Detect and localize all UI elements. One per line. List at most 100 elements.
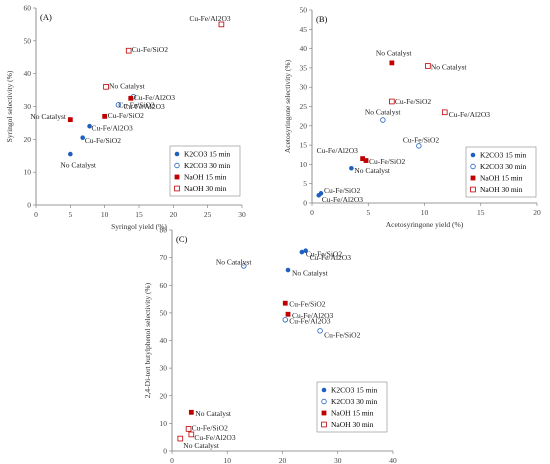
point-annotation: Cu-Fe/SiO2 bbox=[306, 250, 343, 259]
data-point-circle bbox=[317, 328, 323, 334]
x-tick-label: 0 bbox=[34, 210, 38, 219]
legend-marker bbox=[174, 162, 180, 169]
series-naoh-15-min: No Catalyst Cu-Fe/Al2O3 Cu-Fe/SiO2 bbox=[317, 48, 413, 166]
point-annotation: No Catalyst bbox=[216, 257, 253, 266]
data-point-square bbox=[282, 300, 288, 306]
data-point-dot bbox=[87, 123, 92, 129]
point-annotation: Cu-Fe/SiO2 bbox=[369, 157, 406, 166]
legend-entry: K2CO3 30 min bbox=[480, 162, 527, 171]
point-annotation: Cu-Fe/Al2O3 bbox=[292, 311, 334, 320]
x-tick-label: 20 bbox=[533, 208, 541, 217]
legend-marker bbox=[174, 151, 180, 157]
point-annotation: No Catalyst bbox=[292, 269, 329, 278]
point-annotation: No Catalyst bbox=[365, 108, 402, 117]
point-annotation: No Catalyst bbox=[195, 409, 232, 418]
y-tick-label: 25 bbox=[300, 102, 308, 111]
y-tick-label: 50 bbox=[300, 6, 308, 15]
y-axis-title: Acetosyringone selectivity (%) bbox=[283, 59, 292, 153]
point-annotation: Cu-Fe/Al2O3 bbox=[322, 195, 364, 204]
legend-marker bbox=[174, 174, 180, 180]
x-tick-label: 0 bbox=[170, 456, 174, 464]
data-point-dot bbox=[316, 192, 322, 198]
legend-box bbox=[465, 146, 537, 198]
point-annotation: Cu-Fe/SiO2 bbox=[192, 423, 229, 432]
x-tick-label: 30 bbox=[334, 456, 342, 464]
point-annotation: No Catalyst bbox=[183, 441, 220, 450]
legend-marker bbox=[321, 398, 327, 405]
point-annotation: No Catalyst bbox=[60, 161, 97, 170]
legend-entry: NaOH 30 min bbox=[331, 420, 374, 429]
y-tick-label: 20 bbox=[160, 391, 168, 400]
y-tick-label: 30 bbox=[300, 83, 308, 92]
data-point-square bbox=[285, 311, 291, 317]
chart-panel-2: 0 5 10 15 20 0 5 10 15 20 25 30 35 40 45 50 Acetosyringo… bbox=[283, 6, 541, 230]
legend-entry: NaOH 15 min bbox=[184, 173, 227, 182]
series-naoh-30-min: No Catalyst Cu-Fe/SiO2 Cu-Fe/Al2O3 bbox=[103, 14, 231, 90]
point-annotation: Cu-Fe/Al2O3 bbox=[124, 102, 166, 111]
chart-panel-1: 0 5 10 15 20 25 30 0 10 20 30 40 50 60 Syringol yield … bbox=[5, 4, 246, 232]
y-tick-label: 40 bbox=[160, 336, 168, 345]
y-tick-label: 0 bbox=[163, 447, 167, 456]
x-tick-label: 40 bbox=[389, 456, 397, 464]
legend-marker bbox=[470, 186, 476, 193]
legend-entry: K2CO3 30 min bbox=[331, 397, 378, 406]
y-axis-title: 2,4-Di-tert butylphenol selectivity (%) bbox=[143, 282, 152, 398]
point-annotation: Cu-Fe/Al2O3 bbox=[449, 110, 491, 119]
x-tick-label: 15 bbox=[477, 208, 485, 217]
point-annotation: Cu-Fe/SiO2 bbox=[132, 45, 169, 54]
data-point-square bbox=[363, 158, 369, 163]
legend-marker bbox=[470, 152, 476, 158]
y-tick-label: 35 bbox=[300, 63, 308, 72]
x-tick-label: 5 bbox=[68, 210, 72, 219]
data-point-square-outline bbox=[441, 109, 448, 116]
data-point-square-outline bbox=[125, 47, 132, 54]
x-tick-label: 10 bbox=[101, 210, 109, 219]
x-tick-label: 10 bbox=[421, 208, 429, 217]
y-tick-label: 30 bbox=[160, 364, 168, 373]
x-tick-label: 30 bbox=[238, 210, 246, 219]
point-annotation: Cu-Fe/Al2O3 bbox=[92, 124, 134, 133]
legend: K2CO3 15 min K2CO3 30 min NaOH 15 min NaOH … bbox=[465, 146, 537, 198]
point-annotation: No Catalyst bbox=[30, 112, 67, 121]
point-annotation: No Catalyst bbox=[354, 166, 391, 175]
data-point-square-outline bbox=[188, 431, 195, 438]
data-point-square-outline bbox=[177, 435, 184, 442]
point-annotation: Cu-Fe/Al2O3 bbox=[134, 93, 176, 102]
x-tick-label: 5 bbox=[366, 208, 370, 217]
point-annotation: Cu-Fe/Al2O3 bbox=[310, 253, 352, 262]
data-point-dot bbox=[68, 151, 73, 157]
legend-box bbox=[316, 381, 388, 433]
series-k2co3-15-min: No Catalyst Cu-Fe/SiO2 Cu-Fe/Al2O3 bbox=[60, 124, 133, 170]
point-annotation: Cu-Fe/SiO2 bbox=[108, 111, 145, 120]
legend-entry: NaOH 30 min bbox=[184, 184, 227, 193]
legend-box bbox=[169, 145, 241, 197]
data-point-dot bbox=[285, 267, 291, 273]
panel-label: (A) bbox=[40, 12, 52, 22]
data-point-circle bbox=[115, 102, 122, 108]
legend-marker bbox=[321, 421, 327, 428]
point-annotation: Cu-Fe/SiO2 bbox=[395, 97, 432, 106]
panel-label: (B) bbox=[316, 14, 328, 24]
y-tick-label: 30 bbox=[24, 102, 32, 111]
point-annotation: Cu-Fe/SiO2 bbox=[324, 186, 361, 195]
point-annotation: Cu-Fe/SiO2 bbox=[85, 136, 122, 145]
point-annotation: Cu-Fe/SiO2 bbox=[118, 100, 155, 109]
y-tick-label: 50 bbox=[160, 308, 168, 317]
data-point-dot bbox=[349, 165, 354, 171]
point-annotation: Cu-Fe/Al2O3 bbox=[194, 433, 236, 442]
series-k2co3-30-min: No Catalyst Cu-Fe/SiO2 bbox=[365, 108, 439, 149]
data-point-circle bbox=[282, 317, 288, 323]
y-tick-label: 10 bbox=[24, 168, 32, 177]
legend-marker bbox=[321, 387, 327, 393]
data-point-square bbox=[360, 156, 366, 162]
data-point-square-outline bbox=[103, 84, 109, 90]
point-annotation: Cu-Fe/SiO2 bbox=[324, 330, 361, 339]
y-tick-label: 80 bbox=[160, 226, 168, 235]
series-naoh-15-min: Cu-Fe/SiO2 Cu-Fe/Al2O3 No Catalyst bbox=[188, 300, 334, 418]
y-tick-label: 15 bbox=[300, 141, 308, 150]
chart-panel-3: 0 10 20 30 40 0 10 20 30 40 50 60 70 80 2,4-Di-tert bu… bbox=[143, 226, 397, 464]
data-point-square-outline bbox=[425, 63, 431, 69]
